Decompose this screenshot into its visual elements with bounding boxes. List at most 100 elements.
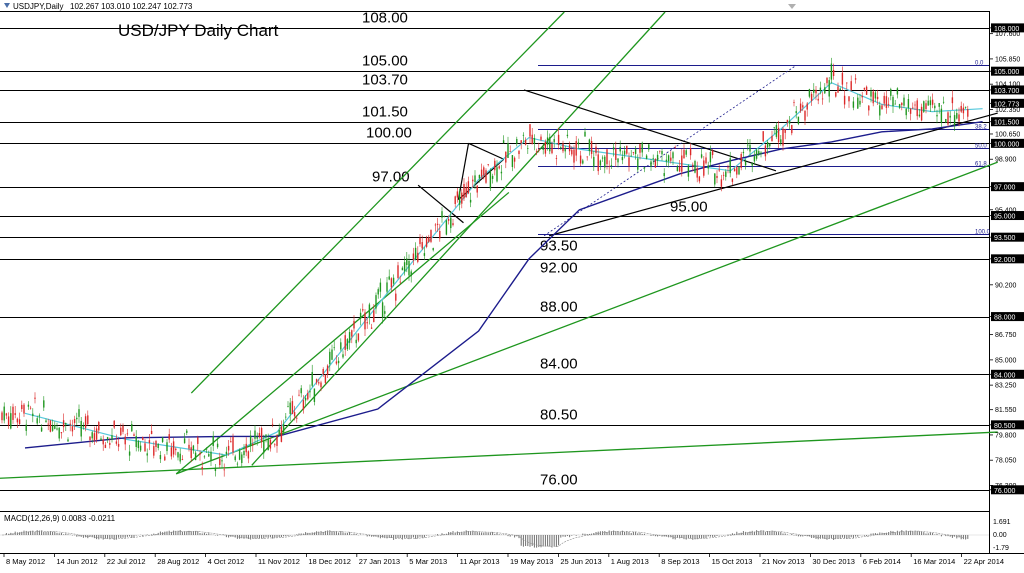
- candle-body: [637, 158, 639, 170]
- candle-body: [901, 102, 903, 106]
- candle-body: [254, 430, 256, 439]
- candle-body: [370, 327, 373, 329]
- candle-body: [311, 371, 313, 386]
- price-tick-label: 78.050: [995, 458, 1017, 465]
- candle-body: [274, 444, 276, 446]
- candle-body: [131, 424, 133, 432]
- candle-body: [498, 166, 500, 169]
- candle-body: [168, 434, 170, 440]
- price-tick-label: 101.500: [994, 120, 1019, 127]
- candle-body: [524, 139, 527, 145]
- uptrend-channel-mid: [251, 11, 666, 466]
- candle-body: [337, 360, 340, 364]
- trendlines: [0, 11, 998, 479]
- macd-label: MACD(12,26,9) 0.0083 -0.0211: [4, 514, 116, 523]
- candle-body: [223, 469, 225, 471]
- fib-label: 50.0: [975, 144, 987, 150]
- candle-body: [914, 104, 916, 106]
- candle-body: [203, 456, 206, 458]
- candle-body: [212, 436, 214, 447]
- price-label-box: [991, 138, 1024, 148]
- candle-body: [509, 150, 511, 152]
- candle-body: [903, 97, 905, 106]
- candle-body: [698, 176, 701, 182]
- candle-body: [80, 420, 82, 437]
- candle-body: [529, 124, 531, 137]
- candle-body: [874, 92, 877, 99]
- candle-body: [175, 448, 177, 451]
- candle-body: [949, 115, 951, 118]
- level-label: 97.00: [372, 169, 410, 186]
- price-label-box: [991, 182, 1024, 192]
- candle-body: [164, 456, 166, 461]
- candle-body: [443, 215, 445, 217]
- medium-term-support-line: [175, 161, 998, 475]
- candle-body: [751, 163, 753, 166]
- candle-body: [951, 97, 954, 104]
- fib-label: 38.2: [975, 125, 987, 131]
- level-label: 101.50: [362, 104, 408, 121]
- candle-body: [408, 260, 410, 276]
- candle-body: [227, 445, 230, 451]
- candle-body: [738, 166, 740, 175]
- candle-body: [643, 167, 646, 169]
- candle-body: [887, 103, 890, 105]
- candle-body: [665, 159, 668, 162]
- candle-body: [681, 155, 683, 172]
- candle-body: [450, 217, 452, 229]
- candle-body: [82, 425, 85, 427]
- candle-body: [923, 101, 925, 112]
- candle-body: [942, 101, 945, 103]
- candle-body: [263, 440, 265, 454]
- candle-body: [483, 167, 485, 176]
- candle-body: [111, 435, 113, 440]
- candle-body: [839, 88, 841, 91]
- candle-body: [304, 397, 307, 401]
- candle-body: [221, 460, 223, 462]
- candle-body: [364, 312, 366, 330]
- pennant-line-b: [468, 142, 505, 160]
- price-tick-label: 90.200: [995, 282, 1017, 289]
- candle-body: [425, 237, 428, 247]
- candle-body: [659, 150, 661, 152]
- candle-body: [258, 433, 261, 437]
- candle-body: [865, 86, 868, 95]
- candle-body: [551, 144, 553, 154]
- candle-body: [456, 191, 459, 198]
- candle-body: [920, 106, 923, 121]
- candle-body: [777, 127, 780, 143]
- price-tick-label: 105.850: [995, 56, 1020, 63]
- candle-body: [199, 453, 201, 455]
- candle-body: [703, 160, 705, 176]
- candle-body: [692, 164, 694, 167]
- candle-body: [799, 103, 802, 111]
- candle-body: [663, 173, 665, 177]
- candle-body: [241, 454, 243, 464]
- candle-body: [527, 148, 529, 149]
- candle-body: [859, 100, 861, 105]
- candle-body: [835, 91, 837, 97]
- candle-body: [333, 347, 335, 349]
- candle-body: [788, 120, 791, 124]
- candle-body: [359, 312, 362, 319]
- candle-body: [784, 129, 786, 133]
- candle-body: [549, 137, 551, 152]
- candle-body: [87, 415, 89, 425]
- candle-body: [84, 416, 87, 428]
- candle-body: [309, 391, 311, 393]
- price-tick-label: 93.500: [994, 235, 1016, 242]
- long-term-support-line: [0, 431, 998, 479]
- candle-body: [711, 150, 714, 156]
- candle-body: [806, 103, 808, 110]
- candle-body: [313, 388, 316, 402]
- candle-body: [929, 100, 932, 106]
- candle-body: [964, 106, 967, 108]
- level-label: 95.00: [670, 199, 708, 216]
- candle-body: [71, 426, 74, 432]
- candle-body: [947, 112, 949, 125]
- candle-body: [65, 423, 67, 425]
- candle-body: [648, 144, 650, 150]
- candle-body: [641, 142, 643, 153]
- candle-body: [890, 89, 892, 96]
- candle-body: [843, 95, 846, 105]
